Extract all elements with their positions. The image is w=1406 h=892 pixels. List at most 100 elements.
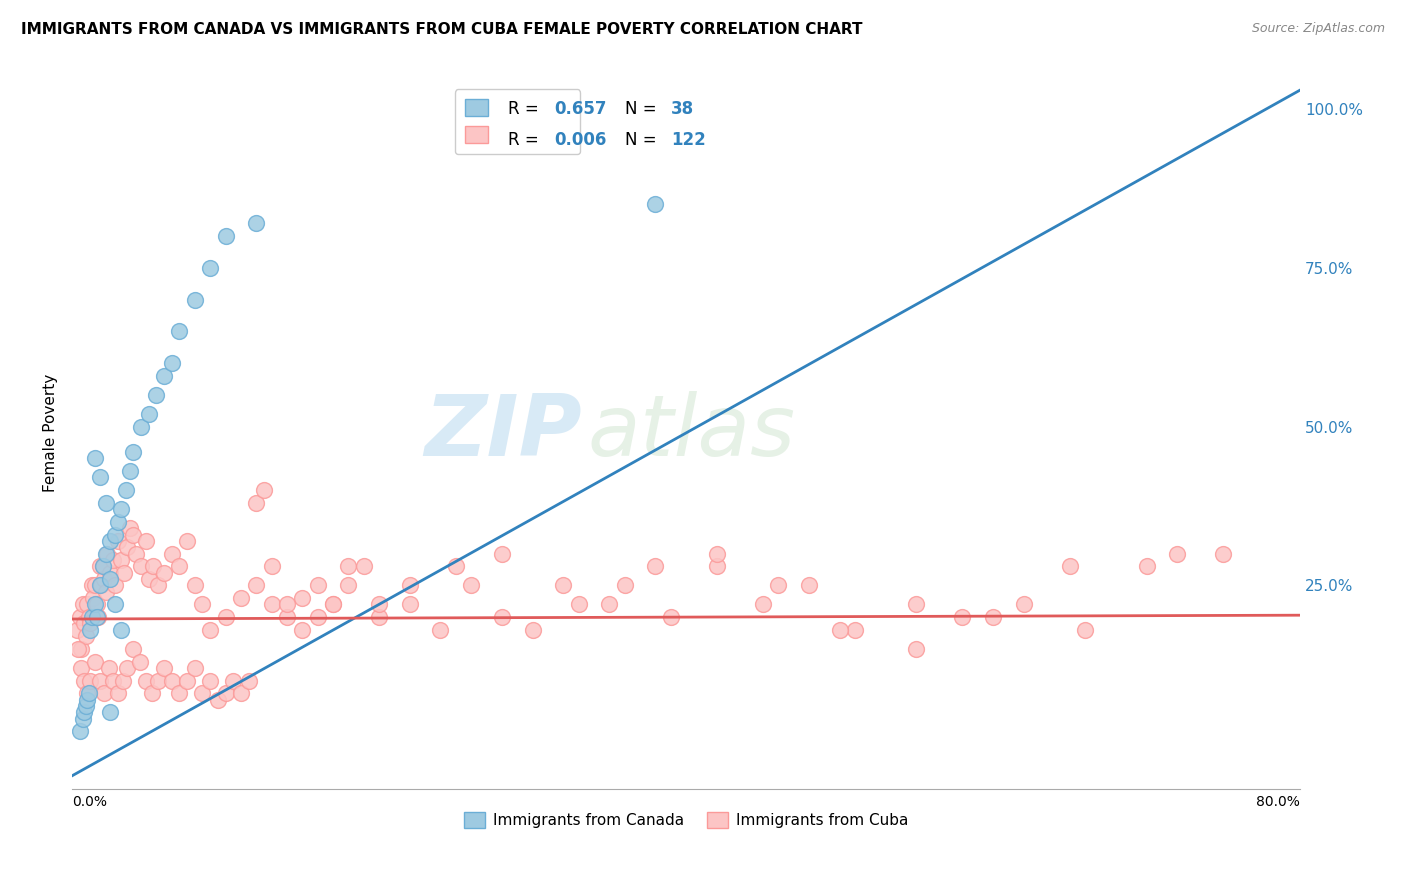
Point [91,559,114,574]
Point [238,673,260,688]
Point [659,610,682,624]
Point [89,673,111,688]
Point [128,655,150,669]
Point [245,578,267,592]
Point [79,616,101,631]
Text: R =: R = [508,131,544,149]
Point [125,547,148,561]
Point [75,698,97,713]
Point [191,598,214,612]
Point [169,559,191,574]
Text: 38: 38 [671,101,695,119]
Point [752,598,775,612]
Point [84,655,107,669]
Point [129,559,152,574]
Point [70,641,93,656]
Point [567,598,589,612]
Point [77,610,100,624]
Point [89,559,111,574]
Point [398,578,420,592]
Point [322,598,344,612]
Point [135,673,157,688]
Point [491,547,513,561]
Point [146,578,169,592]
Point [117,541,139,555]
Point [1059,559,1081,574]
Point [905,598,928,612]
Point [553,578,575,592]
Point [94,584,117,599]
Point [153,368,176,383]
Point [120,521,142,535]
Point [114,483,136,497]
Point [122,641,145,656]
Point [169,686,191,700]
Point [100,706,122,720]
Point [91,559,114,574]
Point [491,610,513,624]
Point [198,260,221,275]
Point [73,616,96,631]
Point [84,598,107,612]
Point [1166,547,1188,561]
Point [129,419,152,434]
Point [138,572,160,586]
Point [222,673,245,688]
Point [83,591,105,605]
Point [598,598,620,612]
Point [76,598,98,612]
Point [77,686,100,700]
Point [460,578,482,592]
Point [706,547,728,561]
Point [80,610,103,624]
Point [229,591,252,605]
Text: 80.0%: 80.0% [1256,795,1301,809]
Point [1212,547,1234,561]
Point [120,464,142,478]
Point [107,533,129,548]
Point [160,673,183,688]
Point [103,673,125,688]
Point [398,598,420,612]
Point [117,661,139,675]
Legend: Immigrants from Canada, Immigrants from Cuba: Immigrants from Canada, Immigrants from … [458,806,914,834]
Point [191,686,214,700]
Point [214,610,236,624]
Point [245,217,267,231]
Point [100,566,122,580]
Point [207,692,229,706]
Point [291,591,314,605]
Point [353,559,375,574]
Point [337,559,360,574]
Point [146,673,169,688]
Point [229,686,252,700]
Point [138,407,160,421]
Point [153,566,176,580]
Point [79,673,101,688]
Text: R =: R = [508,101,544,119]
Point [276,610,298,624]
Point [84,451,107,466]
Point [844,623,866,637]
Point [94,496,117,510]
Point [260,559,283,574]
Point [76,692,98,706]
Point [72,598,94,612]
Point [84,578,107,592]
Point [93,686,115,700]
Point [100,572,122,586]
Point [104,527,127,541]
Point [93,572,115,586]
Point [307,578,329,592]
Point [75,629,97,643]
Point [184,578,207,592]
Point [111,673,134,688]
Point [87,610,110,624]
Point [950,610,973,624]
Point [110,502,132,516]
Point [253,483,276,497]
Point [198,673,221,688]
Text: Source: ZipAtlas.com: Source: ZipAtlas.com [1251,22,1385,36]
Text: 0.657: 0.657 [554,101,607,119]
Point [86,598,108,612]
